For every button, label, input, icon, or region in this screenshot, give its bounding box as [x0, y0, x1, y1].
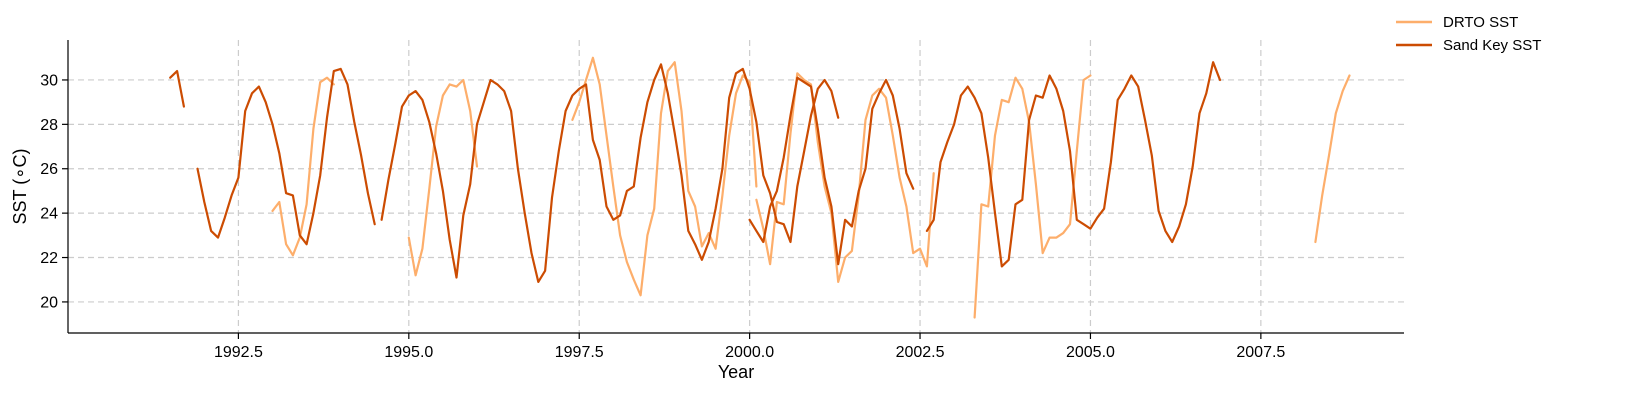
grid-lines — [68, 40, 1404, 333]
series-lines — [169, 56, 1351, 319]
x-tick-label: 1992.5 — [214, 344, 263, 361]
x-axis-label: Year — [718, 362, 754, 382]
legend-label: Sand Key SST — [1443, 37, 1541, 54]
x-tick-labels: 1992.5 1995.0 1997.5 2000.0 2002.5 2005.0 2007… — [214, 333, 1285, 361]
series-line-sand-key — [380, 63, 840, 283]
y-axis-label: SST (∘C) — [10, 149, 30, 225]
y-tick-label: 20 — [40, 294, 58, 311]
series-line-drto — [973, 74, 1092, 319]
legend-label: DRTO SST — [1443, 14, 1518, 31]
y-tick-labels: 20 22 24 26 28 30 — [40, 72, 68, 311]
x-tick-label: 2002.5 — [896, 344, 945, 361]
x-tick-label: 2005.0 — [1066, 344, 1115, 361]
legend: DRTO SST Sand Key SST — [1396, 14, 1541, 54]
series-line-sand-key — [748, 76, 915, 266]
y-tick-label: 28 — [40, 117, 58, 134]
x-tick-label: 2000.0 — [725, 344, 774, 361]
series-line-drto — [271, 76, 335, 257]
y-tick-label: 30 — [40, 72, 58, 89]
y-tick-label: 24 — [40, 206, 58, 223]
series-line-drto — [407, 78, 479, 277]
series-line-drto — [755, 72, 935, 283]
x-tick-label: 2007.5 — [1236, 344, 1285, 361]
x-tick-label: 1997.5 — [555, 344, 604, 361]
series-line-sand-key — [196, 67, 376, 246]
series-line-drto — [571, 56, 758, 297]
y-tick-label: 22 — [40, 250, 58, 267]
series-line-sand-key — [169, 69, 185, 108]
x-tick-label: 1995.0 — [384, 344, 433, 361]
series-line-sand-key — [925, 61, 1222, 268]
series-line-drto — [1314, 74, 1351, 244]
axes — [67, 40, 1404, 334]
y-tick-label: 26 — [40, 161, 58, 178]
